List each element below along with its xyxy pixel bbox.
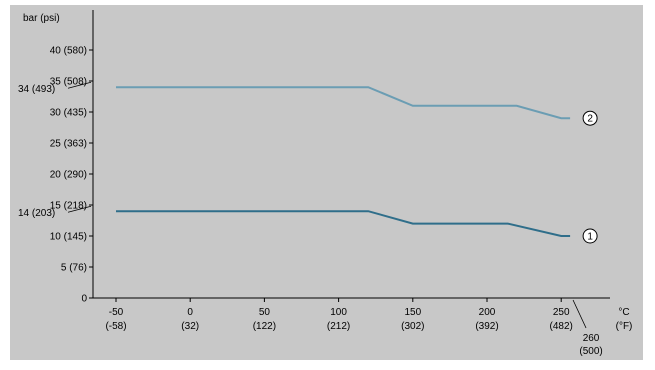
y-tick-label: 15 (218) [50, 201, 87, 212]
y-callout-label: 34 (493) [18, 84, 55, 95]
y-tick-label: 25 (363) [50, 139, 87, 150]
x-unit-label: °C [618, 307, 629, 318]
x-tick-label: 250 [553, 307, 570, 318]
y-callout-label: 14 (203) [18, 208, 55, 219]
series-marker-circle [582, 228, 598, 244]
y-tick-label: 40 (580) [50, 46, 87, 57]
x-tick-sublabel: (302) [401, 321, 424, 332]
y-axis-label: bar (psi) [23, 13, 60, 24]
x-tick-sublabel: (392) [475, 321, 498, 332]
chart-background [10, 5, 643, 360]
y-tick-label: 20 (290) [50, 170, 87, 181]
x-tick-sublabel: (32) [181, 321, 199, 332]
x-tick-sublabel: (-58) [105, 321, 126, 332]
x-tick-label: 50 [259, 307, 271, 318]
x-tick-label: 150 [404, 307, 421, 318]
x-tick-label: -50 [109, 307, 124, 318]
y-tick-label: 30 (435) [50, 108, 87, 119]
x-tick-sublabel: (482) [550, 321, 573, 332]
x-tick-sublabel: (212) [327, 321, 350, 332]
x-callout-label: 260 [583, 333, 600, 344]
y-tick-label: 5 (76) [61, 263, 87, 274]
series-marker-circle [582, 110, 598, 126]
x-callout-sublabel: (500) [579, 346, 602, 357]
x-callout-leader [572, 299, 587, 329]
y-tick-label: 35 (508) [50, 77, 87, 88]
x-tick-label: 200 [479, 307, 496, 318]
x-tick-label: 0 [187, 307, 193, 318]
x-tick-sublabel: (122) [253, 321, 276, 332]
y-tick-label: 0 [81, 294, 87, 305]
x-unit-sublabel: (°F) [616, 321, 633, 332]
series-line-2 [116, 86, 571, 120]
series-marker-label: 1 [587, 232, 593, 243]
series-line-1 [116, 210, 571, 237]
x-tick-label: 100 [330, 307, 347, 318]
series-marker-label: 2 [587, 114, 593, 125]
y-tick-label: 10 (145) [50, 232, 87, 243]
y-callout-leader [67, 81, 92, 89]
y-callout-leader [67, 205, 92, 213]
